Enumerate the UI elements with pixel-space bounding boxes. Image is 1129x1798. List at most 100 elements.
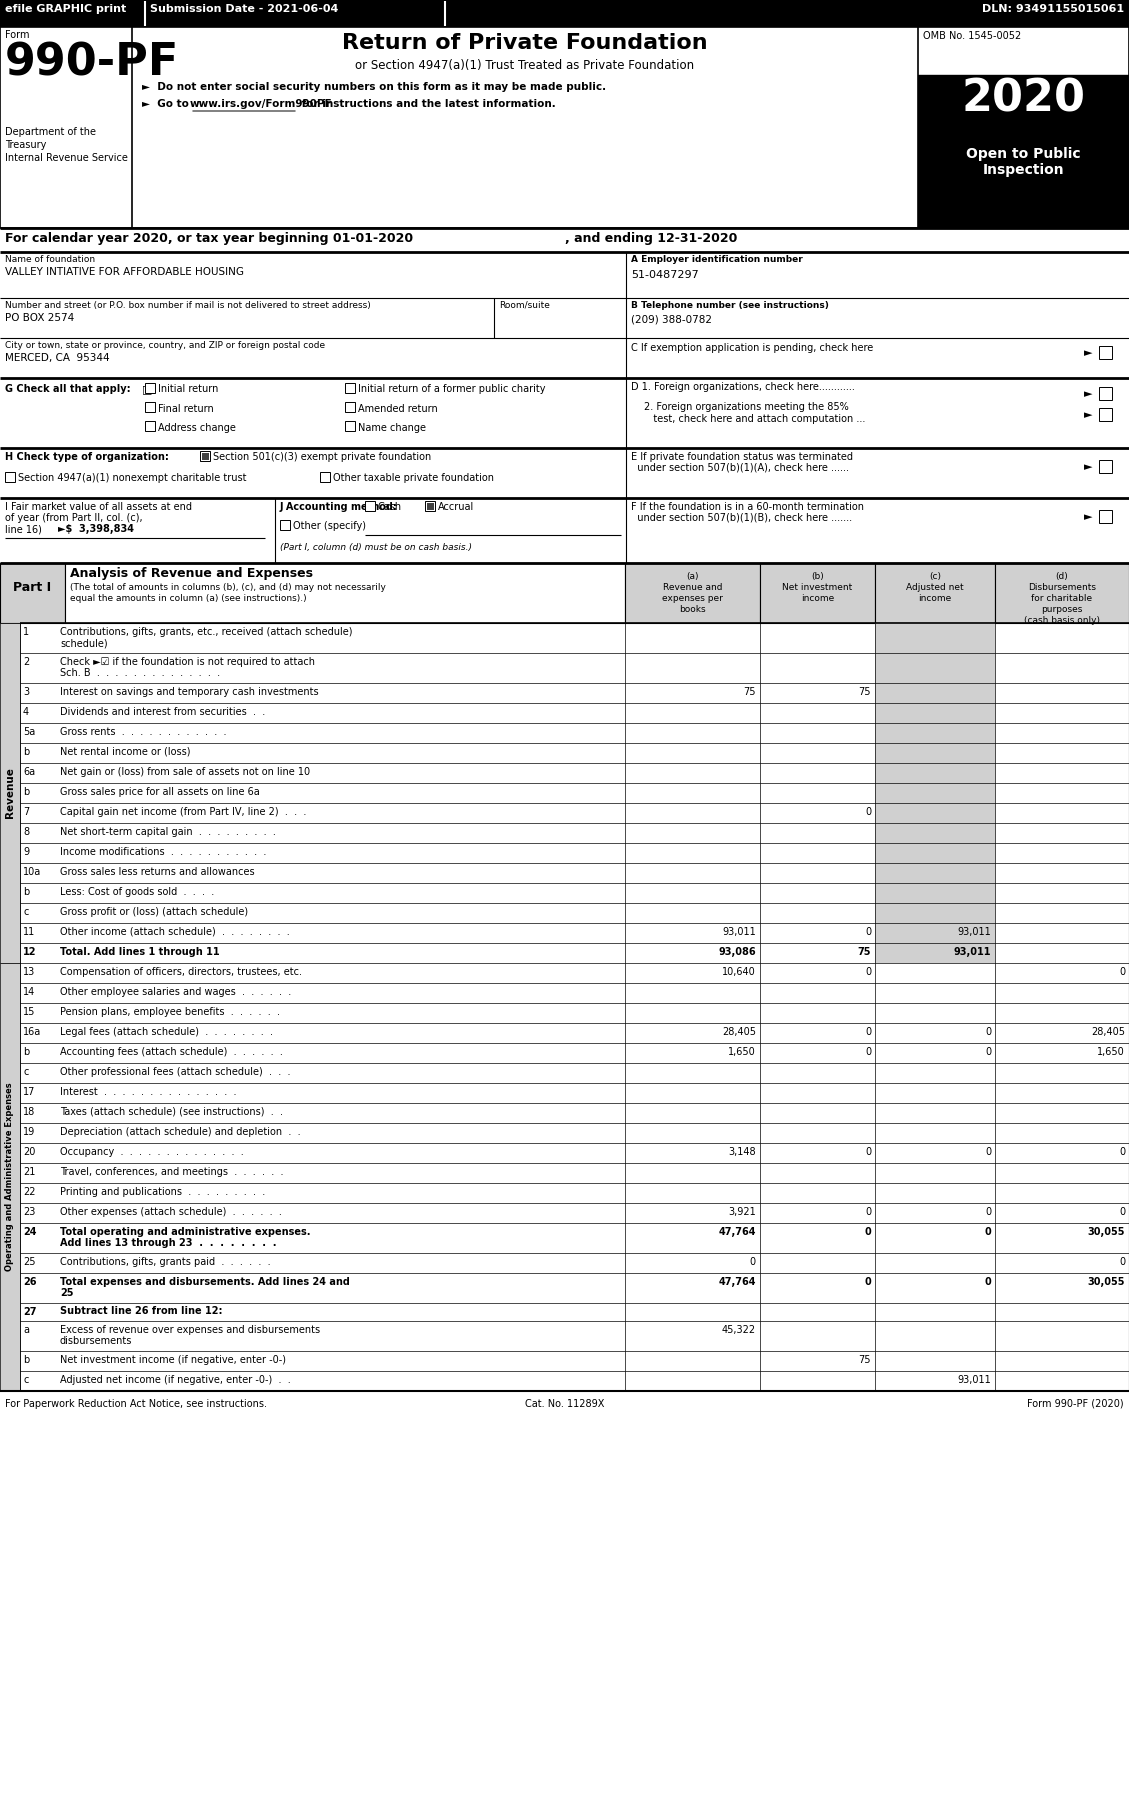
Text: Contributions, gifts, grants paid  .  .  .  .  .  .: Contributions, gifts, grants paid . . . … (60, 1257, 271, 1268)
Text: Occupancy  .  .  .  .  .  .  .  .  .  .  .  .  .  .: Occupancy . . . . . . . . . . . . . . (60, 1147, 244, 1156)
Text: City or town, state or province, country, and ZIP or foreign postal code: City or town, state or province, country… (5, 342, 325, 351)
Text: Room/suite: Room/suite (499, 300, 550, 309)
Text: ►: ► (1084, 512, 1093, 521)
Text: 15: 15 (23, 1007, 35, 1018)
Text: ►  Go to: ► Go to (142, 99, 193, 110)
Bar (875, 883, 995, 903)
Text: 8: 8 (23, 827, 29, 838)
Bar (345, 403, 355, 412)
Text: (a): (a) (686, 572, 699, 581)
Bar (995, 563, 1129, 622)
Text: Taxes (attach schedule) (see instructions)  .  .: Taxes (attach schedule) (see instruction… (60, 1108, 283, 1117)
Text: 9: 9 (23, 847, 29, 858)
Text: 1: 1 (23, 628, 29, 636)
Bar (201, 453, 209, 460)
Bar (875, 563, 995, 622)
Text: 75: 75 (858, 687, 870, 698)
Bar (875, 723, 995, 743)
Text: 0: 0 (1119, 967, 1124, 976)
Text: schedule): schedule) (60, 638, 107, 647)
Text: 93,011: 93,011 (723, 928, 756, 937)
Text: Form 990-PF (2020): Form 990-PF (2020) (1027, 1399, 1124, 1410)
Bar (1099, 345, 1112, 360)
Text: Department of the: Department of the (5, 128, 96, 137)
Bar (0, 0, 1129, 27)
Text: 3,921: 3,921 (728, 1206, 756, 1217)
Text: income: income (918, 593, 952, 602)
Text: Other income (attach schedule)  .  .  .  .  .  .  .  .: Other income (attach schedule) . . . . .… (60, 928, 290, 937)
Text: Final return: Final return (158, 405, 213, 414)
Text: 13: 13 (23, 967, 35, 976)
Bar (320, 473, 330, 482)
Text: 75: 75 (744, 687, 756, 698)
Text: 45,322: 45,322 (721, 1325, 756, 1334)
Text: 0: 0 (865, 1277, 870, 1287)
Text: G Check all that apply:: G Check all that apply: (5, 385, 131, 394)
Bar (918, 76, 1129, 135)
Text: 1,650: 1,650 (1097, 1046, 1124, 1057)
Text: For Paperwork Reduction Act Notice, see instructions.: For Paperwork Reduction Act Notice, see … (5, 1399, 266, 1410)
Text: Analysis of Revenue and Expenses: Analysis of Revenue and Expenses (70, 566, 313, 581)
Text: (209) 388-0782: (209) 388-0782 (631, 315, 712, 325)
Bar (0, 27, 1129, 228)
Bar (875, 863, 995, 883)
Bar (875, 823, 995, 843)
Text: Cash: Cash (378, 502, 402, 512)
Text: Total expenses and disbursements. Add lines 24 and: Total expenses and disbursements. Add li… (60, 1277, 350, 1287)
Text: books: books (680, 604, 706, 613)
Text: Net investment income (if negative, enter -0-): Net investment income (if negative, ente… (60, 1356, 286, 1365)
Text: 0: 0 (865, 1046, 870, 1057)
Bar (875, 903, 995, 922)
Text: 10a: 10a (23, 867, 42, 877)
Text: PO BOX 2574: PO BOX 2574 (5, 313, 75, 324)
Text: 0: 0 (984, 1027, 991, 1037)
Text: For calendar year 2020, or tax year beginning 01-01-2020: For calendar year 2020, or tax year begi… (5, 232, 413, 245)
Text: 2. Foreign organizations meeting the 85%: 2. Foreign organizations meeting the 85% (644, 403, 849, 412)
Text: (The total of amounts in columns (b), (c), and (d) may not necessarily: (The total of amounts in columns (b), (c… (70, 583, 386, 592)
Text: 47,764: 47,764 (718, 1277, 756, 1287)
Text: 47,764: 47,764 (718, 1226, 756, 1237)
Bar (875, 942, 995, 964)
Text: 93,011: 93,011 (957, 928, 991, 937)
Text: Dividends and interest from securities  .  .: Dividends and interest from securities .… (60, 707, 265, 717)
Text: I Fair market value of all assets at end: I Fair market value of all assets at end (5, 502, 192, 512)
Text: OMB No. 1545-0052: OMB No. 1545-0052 (924, 31, 1022, 41)
Bar (365, 502, 375, 511)
Text: 7: 7 (23, 807, 29, 816)
Text: 30,055: 30,055 (1087, 1226, 1124, 1237)
Text: 27: 27 (23, 1307, 36, 1316)
Text: ►  Do not enter social security numbers on this form as it may be made public.: ► Do not enter social security numbers o… (142, 83, 606, 92)
Text: 0: 0 (1119, 1147, 1124, 1156)
Bar (5, 473, 15, 482)
Text: Total. Add lines 1 through 11: Total. Add lines 1 through 11 (60, 948, 220, 957)
Text: Internal Revenue Service: Internal Revenue Service (5, 153, 128, 164)
Text: 0: 0 (984, 1046, 991, 1057)
Text: Compensation of officers, directors, trustees, etc.: Compensation of officers, directors, tru… (60, 967, 301, 976)
Text: Accrual: Accrual (438, 502, 474, 512)
Text: line 16): line 16) (5, 523, 42, 534)
Text: Excess of revenue over expenses and disbursements: Excess of revenue over expenses and disb… (60, 1325, 321, 1334)
Text: Gross rents  .  .  .  .  .  .  .  .  .  .  .  .: Gross rents . . . . . . . . . . . . (60, 726, 227, 737)
Text: 0: 0 (1119, 1206, 1124, 1217)
Text: 25: 25 (23, 1257, 35, 1268)
Text: Return of Private Foundation: Return of Private Foundation (342, 32, 708, 52)
Text: ►: ► (1084, 349, 1093, 358)
Text: Submission Date - 2021-06-04: Submission Date - 2021-06-04 (150, 4, 339, 14)
Text: Section 501(c)(3) exempt private foundation: Section 501(c)(3) exempt private foundat… (213, 451, 431, 462)
Text: 0: 0 (984, 1147, 991, 1156)
Text: 4: 4 (23, 707, 29, 717)
Text: b: b (23, 1046, 29, 1057)
Text: 17: 17 (23, 1088, 35, 1097)
Text: B Telephone number (see instructions): B Telephone number (see instructions) (631, 300, 829, 309)
Text: 14: 14 (23, 987, 35, 998)
Text: J Accounting method:: J Accounting method: (280, 502, 397, 512)
Text: 11: 11 (23, 928, 35, 937)
Text: Interest on savings and temporary cash investments: Interest on savings and temporary cash i… (60, 687, 318, 698)
Text: Section 4947(a)(1) nonexempt charitable trust: Section 4947(a)(1) nonexempt charitable … (18, 473, 246, 484)
Bar (1099, 511, 1112, 523)
Text: 6a: 6a (23, 768, 35, 777)
Text: Pension plans, employee benefits  .  .  .  .  .  .: Pension plans, employee benefits . . . .… (60, 1007, 280, 1018)
Text: ►: ► (1084, 388, 1093, 399)
Text: Adjusted net: Adjusted net (907, 583, 964, 592)
Bar (875, 843, 995, 863)
